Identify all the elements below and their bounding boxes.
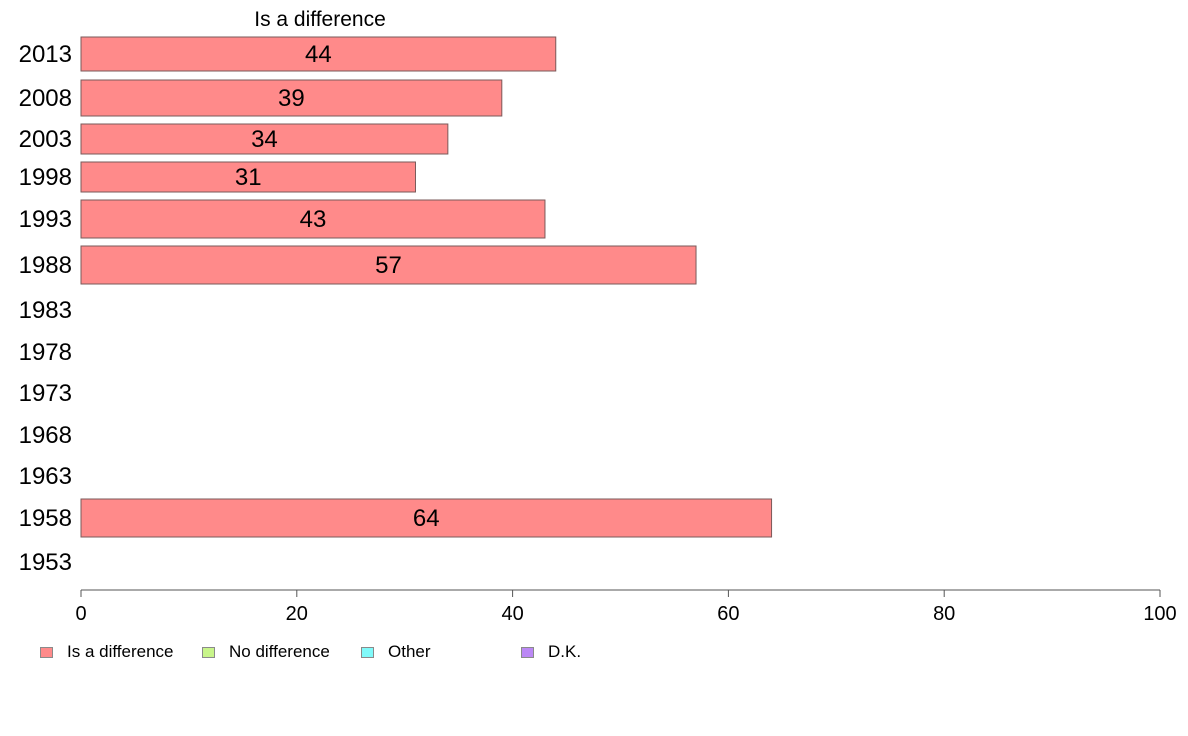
y-tick-label: 1978 (19, 339, 72, 366)
bar (80, 199, 546, 239)
x-tick-label: 60 (717, 603, 739, 625)
bar (80, 36, 557, 72)
legend-swatch-icon (202, 646, 215, 658)
legend-label: D.K. (548, 642, 582, 661)
x-tick-label: 40 (501, 603, 523, 625)
x-tick-label: 20 (286, 603, 308, 625)
legend-item-dk: D.K. (521, 642, 581, 662)
bar (80, 79, 503, 117)
y-tick-label: 1993 (19, 206, 72, 233)
x-tick-label: 80 (933, 603, 955, 625)
legend-swatch-icon (361, 646, 374, 658)
legend-label: Is a difference (67, 642, 174, 661)
y-tick-label: 1963 (19, 463, 72, 490)
y-tick-label: 1958 (19, 505, 72, 532)
chart-title: Is a difference (254, 8, 386, 31)
legend-item-other: Other (361, 642, 431, 662)
y-axis-labels: 2013 2008 2003 1998 1993 1988 1983 1978 1973 1968… (19, 41, 72, 576)
legend-label: Other (388, 642, 431, 661)
legend-item-no-difference: No difference (202, 642, 330, 662)
legend: Is a difference No difference Other D.K. (40, 642, 660, 664)
y-tick-label: 1973 (19, 380, 72, 407)
data-label: 64 (413, 505, 440, 532)
x-tick-label: 100 (1143, 603, 1176, 625)
y-tick-label: 1968 (19, 422, 72, 449)
x-axis: 0 20 40 60 80 100 (75, 589, 1177, 625)
y-tick-label: 1983 (19, 297, 72, 324)
data-label: 44 (305, 41, 332, 68)
x-tick-label: 0 (75, 603, 86, 625)
y-tick-label: 1953 (19, 549, 72, 576)
y-tick-label: 2003 (19, 126, 72, 153)
bar (80, 161, 416, 193)
legend-item-is-a-difference: Is a difference (40, 642, 173, 662)
bar (80, 245, 697, 285)
data-label: 39 (278, 85, 305, 112)
legend-swatch-icon (521, 646, 534, 658)
legend-label: No difference (229, 642, 330, 661)
data-label: 57 (375, 252, 402, 279)
y-tick-label: 1988 (19, 252, 72, 279)
y-tick-label: 2013 (19, 41, 72, 68)
data-label: 31 (235, 164, 262, 191)
y-tick-label: 2008 (19, 85, 72, 112)
bar (80, 123, 449, 155)
data-label: 34 (251, 126, 278, 153)
y-tick-label: 1998 (19, 164, 72, 191)
data-label: 43 (300, 206, 327, 233)
bar (80, 498, 773, 538)
legend-swatch-icon (40, 646, 53, 658)
